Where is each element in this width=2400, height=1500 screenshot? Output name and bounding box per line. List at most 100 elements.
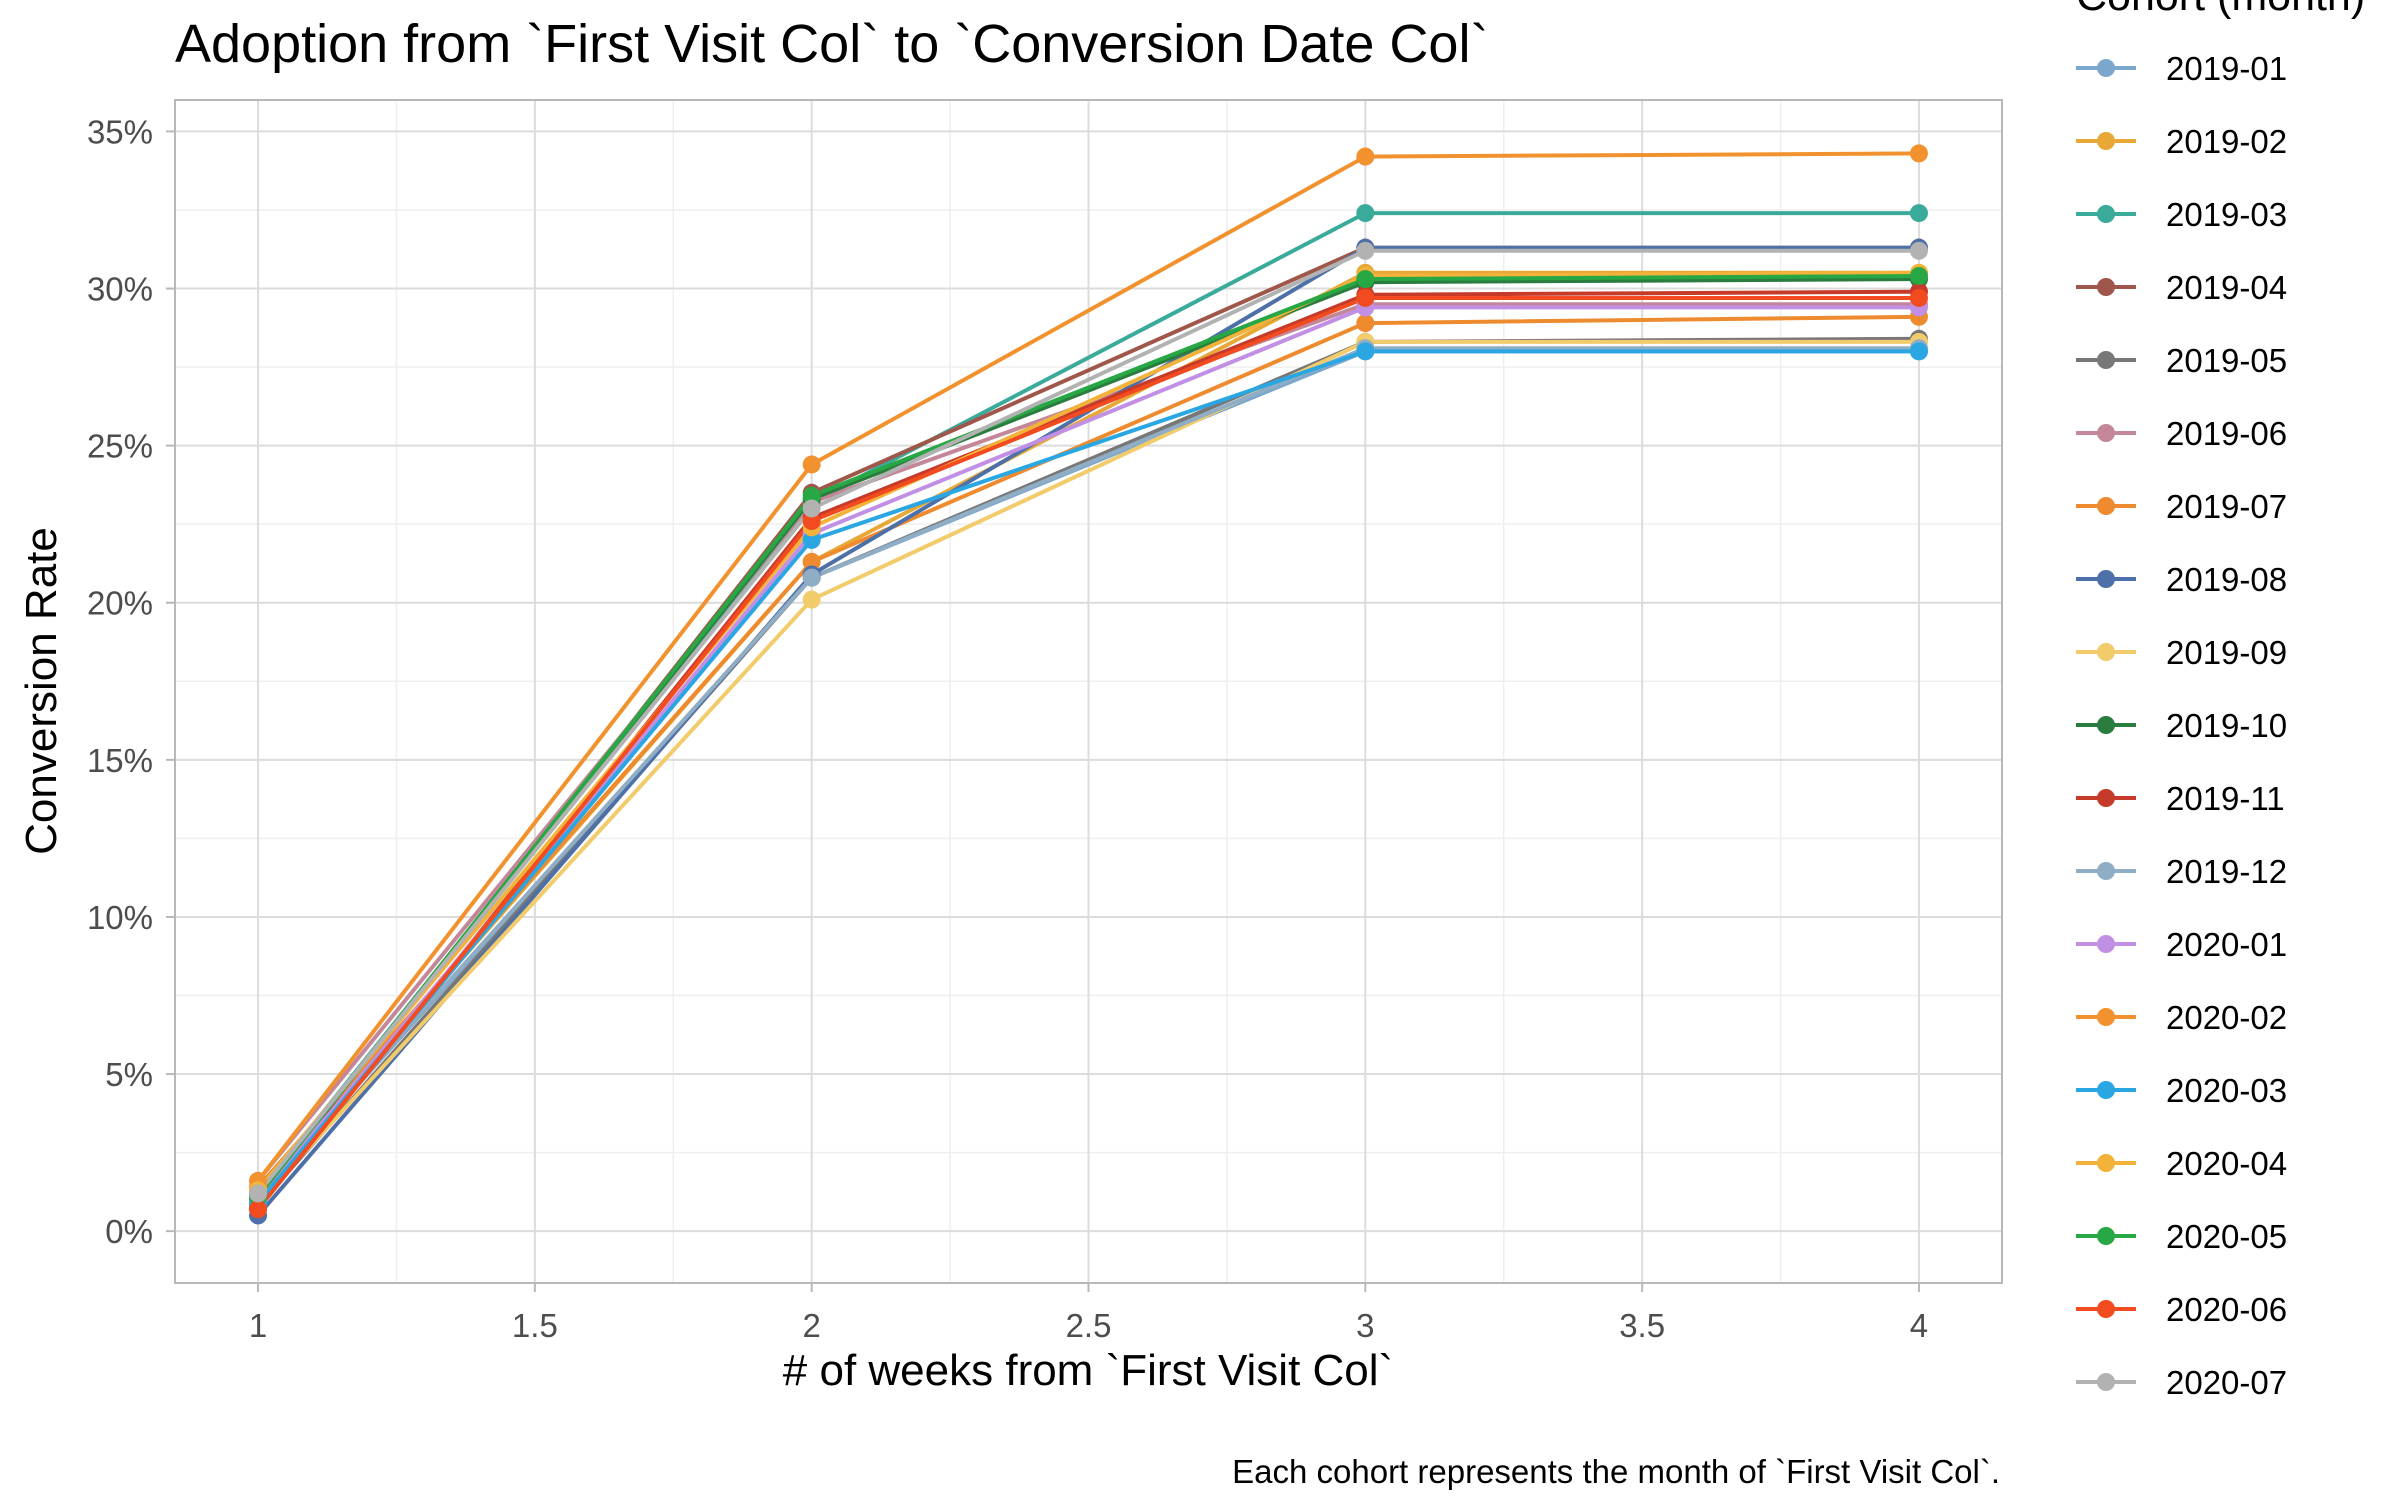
series-line-2020-07: [256, 248, 1921, 1196]
legend-item-2019-01: 2019-01: [2076, 50, 2287, 87]
series-line-2020-04: [256, 270, 1921, 1193]
legend-item-2020-04: 2020-04: [2076, 1145, 2287, 1182]
y-tick-label: 35%: [87, 113, 153, 150]
y-tick-label: 25%: [87, 428, 153, 465]
legend-item-2019-12: 2019-12: [2076, 853, 2287, 890]
legend-label: 2019-08: [2166, 561, 2287, 598]
y-tick-labels: 0% 5% 10% 15% 20% 25% 30% 35%: [87, 113, 153, 1250]
legend: 2019-01 2019-02 2019-03 2019-04 2019-05 2019-…: [2076, 50, 2287, 1401]
legend-title: Cohort (month): [2076, 0, 2365, 20]
data-point-2020-06: [1909, 288, 1928, 307]
data-point-2020-02: [802, 455, 821, 474]
legend-label: 2019-09: [2166, 634, 2287, 671]
legend-key-point: [2097, 1008, 2115, 1026]
legend-label: 2020-01: [2166, 926, 2287, 963]
data-point-2020-03: [802, 530, 821, 549]
legend-label: 2020-07: [2166, 1364, 2287, 1401]
legend-label: 2019-02: [2166, 123, 2287, 160]
series-line-2020-05: [256, 274, 1921, 1199]
data-point-2020-06: [249, 1200, 268, 1219]
data-point-2020-07: [1356, 241, 1375, 260]
legend-item-2020-07: 2020-07: [2076, 1364, 2287, 1401]
data-point-2019-03: [1909, 204, 1928, 223]
x-tick-label: 2: [803, 1307, 821, 1344]
legend-key-point: [2097, 59, 2115, 77]
y-tick-label: 15%: [87, 742, 153, 779]
series-line-2020-03: [256, 349, 1921, 1205]
data-point-2020-05: [802, 486, 821, 505]
series-line-2019-09: [256, 339, 1921, 1205]
legend-key-point: [2097, 716, 2115, 734]
legend-item-2020-06: 2020-06: [2076, 1291, 2287, 1328]
legend-label: 2019-10: [2166, 707, 2287, 744]
series-lines: [256, 151, 1921, 1218]
chart-caption: Each cohort represents the month of `Fir…: [1232, 1453, 2000, 1490]
legend-item-2019-05: 2019-05: [2076, 342, 2287, 379]
data-point-2019-09: [802, 590, 821, 609]
series-line-2020-06: [256, 296, 1921, 1212]
legend-label: 2020-06: [2166, 1291, 2287, 1328]
legend-item-2019-04: 2019-04: [2076, 269, 2287, 306]
data-point-2019-12: [802, 568, 821, 587]
legend-key-point: [2097, 862, 2115, 880]
x-tick-label: 4: [1910, 1307, 1928, 1344]
data-point-2019-07: [1356, 314, 1375, 333]
legend-key-point: [2097, 935, 2115, 953]
legend-item-2019-03: 2019-03: [2076, 196, 2287, 233]
legend-item-2019-09: 2019-09: [2076, 634, 2287, 671]
legend-label: 2019-12: [2166, 853, 2287, 890]
legend-key-point: [2097, 205, 2115, 223]
legend-item-2019-08: 2019-08: [2076, 561, 2287, 598]
legend-label: 2020-02: [2166, 999, 2287, 1036]
legend-key-point: [2097, 278, 2115, 296]
legend-key-point: [2097, 1300, 2115, 1318]
data-point-2019-03: [1356, 204, 1375, 223]
data-point-2020-06: [802, 512, 821, 531]
y-axis-title: Conversion Rate: [17, 527, 66, 855]
x-tick-label: 2.5: [1066, 1307, 1112, 1344]
legend-label: 2020-03: [2166, 1072, 2287, 1109]
data-point-2020-03: [1356, 342, 1375, 361]
data-point-2019-07: [802, 552, 821, 571]
legend-key-point: [2097, 1373, 2115, 1391]
legend-item-2020-05: 2020-05: [2076, 1218, 2287, 1255]
data-point-2020-03: [1909, 342, 1928, 361]
y-tick-label: 10%: [87, 899, 153, 936]
legend-label: 2019-06: [2166, 415, 2287, 452]
series-points: [249, 144, 1928, 1225]
chart-title: Adoption from `First Visit Col` to `Conv…: [175, 14, 1488, 74]
series-line-2019-07: [256, 314, 1921, 1190]
legend-label: 2019-03: [2166, 196, 2287, 233]
legend-key-point: [2097, 424, 2115, 442]
series-line-2019-12: [256, 346, 1921, 1196]
y-tick-label: 5%: [105, 1056, 153, 1093]
legend-key-point: [2097, 351, 2115, 369]
legend-item-2020-02: 2020-02: [2076, 999, 2287, 1036]
data-point-2020-07: [1909, 241, 1928, 260]
data-point-2020-05: [1356, 270, 1375, 289]
legend-key-point: [2097, 132, 2115, 150]
legend-key-point: [2097, 497, 2115, 515]
legend-label: 2019-05: [2166, 342, 2287, 379]
x-tick-label: 3: [1356, 1307, 1374, 1344]
legend-key-point: [2097, 643, 2115, 661]
series-line-2020-02: [256, 151, 1921, 1183]
legend-item-2019-11: 2019-11: [2076, 780, 2285, 817]
legend-item-2019-06: 2019-06: [2076, 415, 2287, 452]
x-tick-label: 3.5: [1619, 1307, 1665, 1344]
major-gridlines: [175, 100, 2002, 1283]
legend-label: 2019-04: [2166, 269, 2287, 306]
legend-label: 2020-04: [2166, 1145, 2287, 1182]
x-tick-marks: [257, 1283, 1920, 1292]
legend-key-point: [2097, 1227, 2115, 1245]
x-tick-label: 1.5: [512, 1307, 558, 1344]
data-point-2020-07: [802, 499, 821, 518]
data-point-2020-06: [1356, 288, 1375, 307]
legend-key-point: [2097, 1081, 2115, 1099]
data-point-2020-05: [1909, 266, 1928, 285]
legend-label: 2019-01: [2166, 50, 2287, 87]
data-point-2020-07: [249, 1184, 268, 1203]
x-tick-labels: 1 1.5 2 2.5 3 3.5 4: [249, 1307, 1928, 1344]
legend-label: 2019-07: [2166, 488, 2287, 525]
